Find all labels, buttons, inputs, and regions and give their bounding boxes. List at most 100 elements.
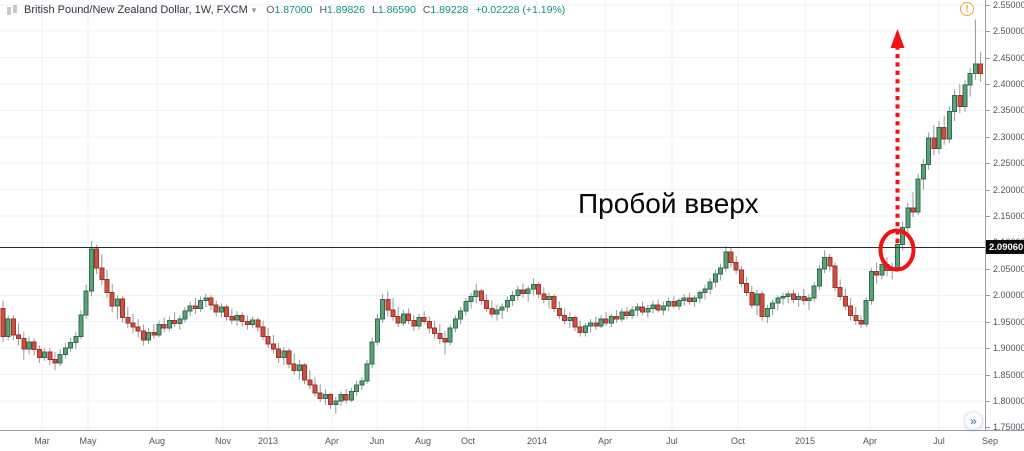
- chevron-down-icon[interactable]: ▾: [251, 4, 257, 15]
- candle-body: [458, 310, 464, 320]
- candle-body: [567, 316, 573, 322]
- price-axis-label: 1.95000: [993, 316, 1024, 327]
- price-axis-tick: [986, 374, 990, 376]
- candle-body: [697, 292, 703, 299]
- candle-body: [468, 295, 474, 303]
- candle-body: [582, 325, 588, 333]
- candle-body: [156, 323, 162, 336]
- candle-body: [608, 315, 614, 324]
- candle-body: [562, 314, 568, 322]
- high-value: 1.89826: [327, 4, 365, 16]
- price-axis-label: 2.00000: [993, 290, 1024, 301]
- price-axis-tick: [986, 4, 990, 6]
- candle-body: [489, 307, 495, 315]
- symbol-title[interactable]: British Pound/New Zealand Dollar, 1W, FX…: [24, 4, 248, 16]
- candle-body: [666, 301, 672, 307]
- candle-body: [510, 294, 516, 302]
- candle-body: [166, 320, 172, 329]
- candle-body: [10, 318, 16, 336]
- time-axis-label: 2015: [794, 436, 816, 446]
- candle-body: [504, 300, 510, 308]
- price-axis-tick: [986, 268, 990, 270]
- candle-body: [359, 380, 365, 386]
- time-axis-label: Apr: [324, 436, 340, 446]
- candle-body: [796, 295, 802, 301]
- candle-body: [744, 283, 750, 294]
- candle-body: [239, 314, 245, 323]
- candle-body: [671, 301, 677, 307]
- candle-body: [307, 379, 313, 386]
- time-axis-label: Aug: [414, 436, 432, 446]
- high-label: H: [319, 4, 328, 16]
- candle-body: [317, 392, 323, 399]
- candle-body: [16, 334, 22, 340]
- time-axis[interactable]: Mar May Aug Nov 2013 Apr Jun Aug Oct 2014 Apr Jul Oc…: [0, 430, 1024, 451]
- candle-body: [364, 363, 370, 382]
- candle-body: [816, 268, 822, 287]
- time-axis-label: Aug: [148, 436, 166, 446]
- price-axis[interactable]: 2.09060 2.55000 2.50000 2.45000 2.40000 2.35…: [985, 0, 1024, 432]
- candle-body: [905, 207, 911, 229]
- candle-body: [640, 306, 646, 313]
- close-label: C: [422, 4, 431, 16]
- price-axis-label: 2.05000: [993, 263, 1024, 274]
- scroll-to-recent-button[interactable]: »: [964, 411, 983, 430]
- candlestick-chart[interactable]: [0, 0, 985, 430]
- time-axis-label: Mar: [34, 436, 50, 446]
- candle-body: [681, 297, 687, 302]
- candle-body: [140, 330, 146, 341]
- time-axis-label: Jun: [369, 436, 385, 446]
- candle-body: [832, 265, 838, 288]
- candle-body: [26, 341, 32, 350]
- candle-body: [187, 305, 193, 312]
- candle-body: [707, 281, 713, 290]
- price-axis-tick: [986, 110, 990, 112]
- candle-body: [629, 309, 635, 316]
- price-axis-label: 1.85000: [993, 369, 1024, 380]
- candle-body: [244, 321, 250, 325]
- candle-body: [967, 72, 973, 86]
- candle-body: [265, 335, 271, 345]
- candle-body: [99, 267, 105, 280]
- price-axis-label: 2.45000: [993, 52, 1024, 63]
- candle-body: [546, 295, 552, 301]
- candle-body: [863, 300, 869, 325]
- time-axis-label: Oct: [730, 436, 746, 446]
- candle-body: [234, 314, 240, 321]
- breakout-arrow-head[interactable]: [890, 29, 905, 48]
- candle-body: [302, 364, 308, 381]
- alert-icon[interactable]: !: [960, 2, 974, 16]
- candle-body: [853, 314, 859, 322]
- time-axis-label: 2013: [257, 436, 279, 446]
- change-value: +0.02228 (+1.19%): [475, 4, 566, 16]
- candle-body: [759, 293, 765, 317]
- candle-body: [775, 297, 781, 304]
- candle-body: [432, 327, 438, 334]
- candle-body: [837, 286, 843, 297]
- candle-body: [499, 306, 505, 311]
- time-axis-label: Apr: [597, 436, 613, 446]
- candle-body: [463, 301, 469, 312]
- price-axis-tick: [986, 83, 990, 85]
- candle-body: [146, 331, 152, 341]
- candle-body: [879, 264, 885, 276]
- candle-body: [343, 394, 349, 401]
- candle-body: [452, 318, 458, 329]
- candle-body: [619, 311, 625, 320]
- price-axis-tick: [986, 295, 990, 297]
- candle-body: [198, 300, 204, 309]
- annotation-breakout-label[interactable]: Пробой вверх: [578, 188, 759, 219]
- time-axis-label: 2014: [526, 436, 548, 446]
- candle-body: [868, 271, 874, 302]
- price-line-label: 2.09060: [986, 240, 1024, 255]
- candle-body: [702, 288, 708, 294]
- price-axis-tick: [986, 189, 990, 191]
- candle-body: [723, 251, 729, 269]
- open-value: 1.87000: [274, 4, 313, 16]
- candle-body: [660, 305, 666, 311]
- breakout-circle[interactable]: [878, 228, 916, 272]
- candle-body: [291, 363, 297, 371]
- time-axis-label: Sep: [981, 436, 999, 446]
- low-label: L: [372, 4, 378, 16]
- candle-body: [978, 63, 984, 74]
